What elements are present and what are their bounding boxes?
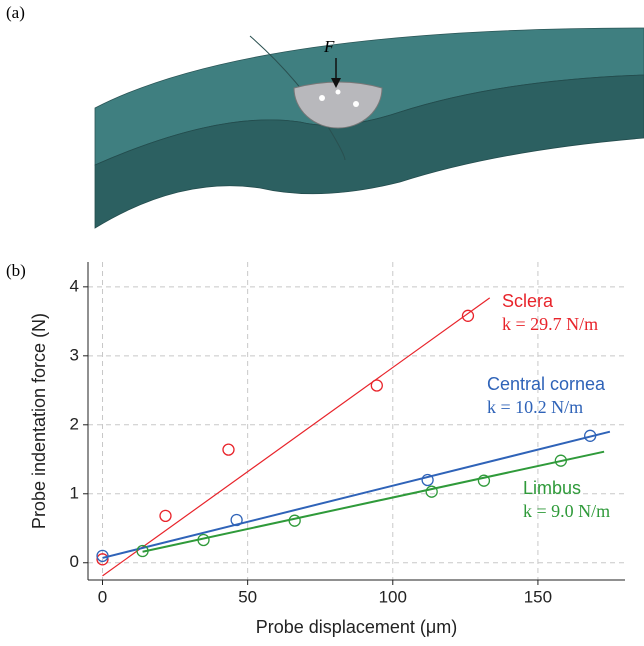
data-point bbox=[197, 533, 210, 547]
data-point bbox=[370, 379, 383, 392]
y-tick-label: 4 bbox=[70, 276, 79, 295]
data-point bbox=[477, 474, 491, 487]
fit-annotation: k = 10.2 N/m bbox=[487, 397, 583, 417]
data-point bbox=[421, 473, 434, 487]
data-point bbox=[136, 544, 149, 558]
band-side bbox=[94, 74, 644, 229]
y-axis-label: Probe indentation force (N) bbox=[29, 313, 49, 529]
x-tick-label: 50 bbox=[238, 587, 257, 606]
series-label: Sclera bbox=[502, 291, 554, 311]
arrow-head bbox=[331, 78, 341, 88]
fit-annotation: k = 9.0 N/m bbox=[523, 501, 610, 521]
x-tick-label: 0 bbox=[98, 587, 107, 606]
fit-annotation: k = 29.7 N/m bbox=[502, 314, 598, 334]
data-point bbox=[461, 309, 475, 322]
probe bbox=[293, 81, 383, 129]
data-point bbox=[159, 509, 172, 522]
data-point bbox=[96, 553, 109, 566]
x-tick-label: 100 bbox=[379, 587, 407, 606]
highlight bbox=[319, 95, 325, 101]
y-tick-label: 2 bbox=[70, 414, 79, 433]
panel-b: (b) 0 50 100 150 0 1 2 3 4 Probe displacement (μm… bbox=[6, 261, 625, 637]
highlight bbox=[335, 89, 341, 95]
data-point bbox=[288, 514, 301, 527]
y-tick-label: 0 bbox=[70, 552, 79, 571]
highlight bbox=[353, 101, 359, 107]
data-point bbox=[96, 549, 109, 563]
fit-line bbox=[142, 450, 605, 553]
x-axis-label: Probe displacement (μm) bbox=[256, 617, 457, 637]
data-point bbox=[222, 443, 235, 456]
series-label: Central cornea bbox=[487, 374, 606, 394]
fit-line bbox=[102, 297, 491, 577]
data-point bbox=[425, 485, 438, 498]
y-tick-label: 1 bbox=[70, 483, 79, 502]
series-label: Limbus bbox=[523, 478, 581, 498]
panel-label: (b) bbox=[6, 261, 26, 280]
fit-line bbox=[102, 430, 611, 559]
panel-a: (a) F bbox=[6, 3, 644, 229]
force-label: F bbox=[323, 37, 335, 56]
data-point bbox=[554, 454, 568, 467]
data-point bbox=[584, 429, 597, 442]
x-tick-label: 150 bbox=[524, 587, 552, 606]
y-tick-label: 3 bbox=[70, 345, 79, 364]
data-point bbox=[230, 513, 243, 527]
panel-label: (a) bbox=[6, 3, 25, 22]
